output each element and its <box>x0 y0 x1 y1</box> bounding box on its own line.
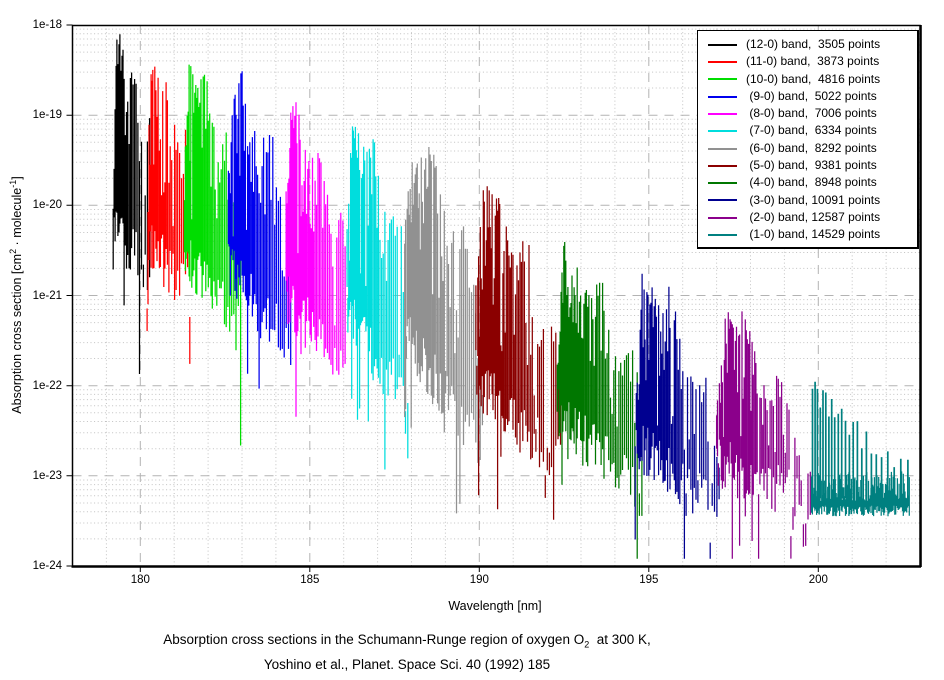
legend-line-sample <box>708 199 737 202</box>
legend-line-sample <box>708 43 737 46</box>
legend-label: (9-0) band, 5022 points <box>746 89 877 103</box>
legend-line-sample <box>708 164 737 167</box>
legend-label: (3-0) band, 10091 points <box>746 192 881 207</box>
y-tick-label: 1e-19 <box>32 109 62 122</box>
legend-label: (2-0) band, 12587 points <box>746 210 881 225</box>
series-band-3-0 <box>634 273 720 559</box>
legend-line-sample <box>708 95 737 98</box>
legend-entry-6-0: (6-0) band, 8292 points <box>708 140 911 157</box>
legend-line-sample <box>708 130 737 133</box>
x-tick-label: 185 <box>300 574 320 586</box>
legend-entry-8-0: (8-0) band, 7006 points <box>708 105 911 122</box>
series-band-1-0-spikes <box>811 381 909 499</box>
legend-line-sample <box>708 112 737 115</box>
y-tick-label: 1e-24 <box>32 560 62 572</box>
caption-line-1: Absorption cross sections in the Schuman… <box>163 632 651 650</box>
legend-entry-1-0: (1-0) band, 14529 points <box>708 226 911 243</box>
series-band-8-0 <box>285 102 346 417</box>
legend-label: (11-0) band, 3873 points <box>746 54 880 69</box>
legend-line-sample <box>708 61 737 64</box>
caption-line-2: Yoshino et al., Planet. Space Sci. 40 (1… <box>263 657 551 673</box>
legend-label: (8-0) band, 7006 points <box>746 106 877 121</box>
legend-label: (6-0) band, 8292 points <box>746 140 877 155</box>
figure-caption: Absorption cross sections in the Schuman… <box>57 630 757 676</box>
series-band-5-0 <box>475 186 562 520</box>
y-tick-label: 1e-21 <box>32 289 62 302</box>
legend-label: (4-0) band, 8948 points <box>746 175 877 190</box>
legend-entry-9-0: (9-0) band, 5022 points <box>708 88 911 105</box>
x-tick-label: 200 <box>808 574 828 586</box>
legend-entry-4-0: (4-0) band, 8948 points <box>708 174 911 191</box>
legend-line-sample <box>708 216 737 219</box>
legend-label: (10-0) band, 4816 points <box>746 71 881 86</box>
series-group <box>112 34 910 559</box>
series-band-4-0 <box>556 242 643 559</box>
y-tick-label: 1e-18 <box>32 19 62 31</box>
legend-entry-11-0: (11-0) band, 3873 points <box>708 53 911 70</box>
series-band-11-0 <box>146 66 191 364</box>
legend-entry-3-0: (3-0) band, 10091 points <box>708 192 911 209</box>
x-tick-label: 195 <box>639 574 659 586</box>
legend-label: (7-0) band, 6334 points <box>746 123 877 138</box>
legend-label: (5-0) band, 9381 points <box>746 158 877 173</box>
y-tick-label: 1e-23 <box>32 469 62 482</box>
x-tick-label: 190 <box>469 574 489 586</box>
legend-entry-2-0: (2-0) band, 12587 points <box>708 209 911 226</box>
legend: (12-0) band, 3505 points (11-0) band, 387… <box>697 30 919 249</box>
legend-line-sample <box>708 234 737 237</box>
legend-entry-7-0: (7-0) band, 6334 points <box>708 122 911 139</box>
legend-entry-5-0: (5-0) band, 9381 points <box>708 157 911 174</box>
legend-label: (1-0) band, 14529 points <box>746 227 881 242</box>
y-tick-label: 1e-22 <box>32 379 62 392</box>
legend-line-sample <box>708 78 737 81</box>
legend-entry-10-0: (10-0) band, 4816 points <box>708 71 911 88</box>
series-band-2-0 <box>715 311 811 559</box>
series-band-12-0 <box>112 34 151 374</box>
series-band-9-0 <box>227 71 292 389</box>
legend-label: (12-0) band, 3505 points <box>746 37 881 52</box>
x-tick-label: 180 <box>130 574 150 586</box>
axis-ticks <box>66 24 819 572</box>
legend-entry-12-0: (12-0) band, 3505 points <box>708 36 911 53</box>
legend-line-sample <box>708 147 737 150</box>
series-band-6-0 <box>404 147 484 514</box>
series-band-7-0 <box>346 126 409 470</box>
y-tick-label: 1e-20 <box>32 199 62 212</box>
legend-line-sample <box>708 182 737 185</box>
x-axis-title: Wavelength [nm] <box>448 599 542 613</box>
